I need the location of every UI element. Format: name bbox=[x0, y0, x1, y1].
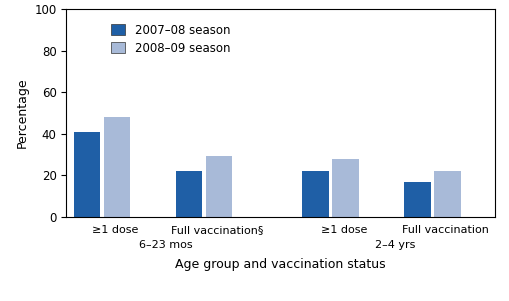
Bar bbox=[404, 182, 430, 217]
Bar bbox=[302, 171, 328, 217]
Bar bbox=[175, 171, 202, 217]
Bar bbox=[74, 132, 100, 217]
Text: Age group and vaccination status: Age group and vaccination status bbox=[175, 258, 385, 272]
Y-axis label: Percentage: Percentage bbox=[16, 78, 29, 148]
Legend: 2007–08 season, 2008–09 season: 2007–08 season, 2008–09 season bbox=[106, 19, 235, 59]
Bar bbox=[332, 159, 358, 217]
Text: 2–4 yrs: 2–4 yrs bbox=[374, 240, 414, 250]
Text: ≥1 dose: ≥1 dose bbox=[92, 225, 138, 235]
Bar bbox=[433, 172, 460, 217]
Text: ≥1 dose: ≥1 dose bbox=[320, 225, 366, 235]
Text: Full vaccination§: Full vaccination§ bbox=[171, 225, 263, 235]
Text: 6–23 mos: 6–23 mos bbox=[139, 240, 192, 250]
Bar bbox=[103, 117, 130, 217]
Bar bbox=[205, 157, 232, 217]
Text: Full vaccination: Full vaccination bbox=[402, 225, 488, 235]
